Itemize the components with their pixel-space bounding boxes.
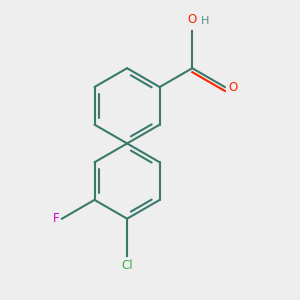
Text: H: H — [200, 16, 209, 26]
Text: O: O — [228, 80, 237, 94]
Text: O: O — [188, 13, 197, 26]
Text: F: F — [53, 212, 59, 225]
Text: Cl: Cl — [121, 259, 133, 272]
